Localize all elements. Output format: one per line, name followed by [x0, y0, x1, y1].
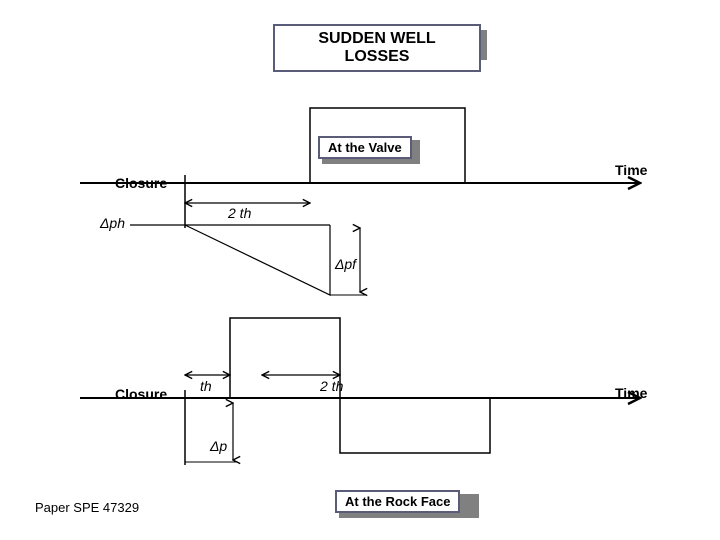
d1-2th-label: 2 th — [228, 205, 251, 221]
d2-th-label: th — [200, 378, 212, 394]
d1-closure-label: Closure — [115, 175, 167, 191]
d2-caption-box: At the Rock Face — [335, 490, 460, 513]
d1-dph-label: ΔΔphph — [100, 215, 125, 231]
d1-dpf-construction — [185, 225, 330, 295]
footer-text: Paper SPE 47329 — [35, 500, 139, 515]
d2-2th-label: 2 th — [320, 378, 343, 394]
d1-dpf-label: Δpf — [335, 256, 356, 272]
d2-caption-text: At the Rock Face — [345, 494, 450, 509]
d2-time-label: Time — [615, 385, 647, 401]
d2-closure-label: Closure — [115, 386, 167, 402]
diagram-svg — [0, 0, 720, 540]
d2-dp-label: Δp — [210, 438, 227, 454]
d1-time-label: Time — [615, 162, 647, 178]
d2-step — [230, 318, 490, 453]
d1-step — [310, 108, 465, 183]
